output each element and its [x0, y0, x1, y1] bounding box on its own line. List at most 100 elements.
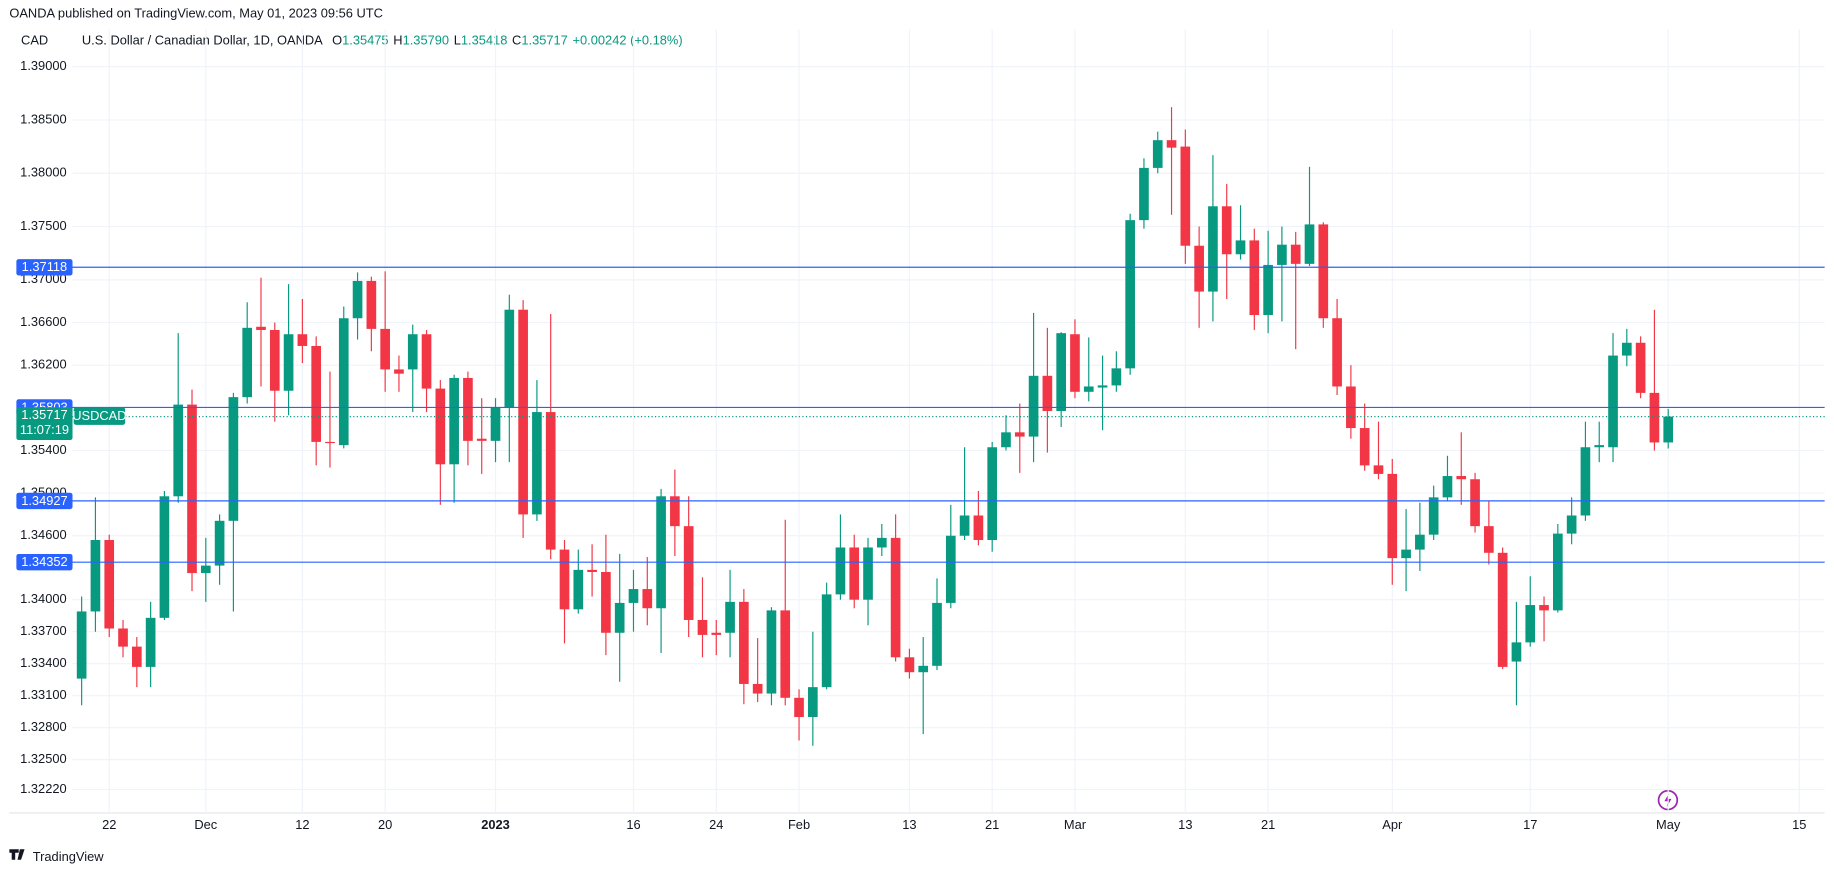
candle-body [1221, 206, 1232, 255]
x-tick-label: 20 [378, 817, 392, 832]
candle-body [559, 549, 570, 610]
candle-body [545, 412, 556, 550]
candle-body [256, 326, 266, 330]
candle-body [1387, 473, 1398, 559]
candle-body [725, 601, 735, 633]
logo: TradingView [9, 849, 104, 864]
candle-body [959, 515, 970, 536]
candle-body [973, 515, 984, 541]
candle-body [1539, 605, 1549, 611]
x-tick-label: 22 [102, 817, 116, 832]
x-tick-label: 24 [709, 817, 723, 832]
candle-body [380, 328, 390, 370]
y-tick-label: 1.39000 [20, 58, 66, 73]
candle-body [214, 520, 225, 566]
candle-body [1484, 526, 1494, 553]
candle-body [1028, 375, 1039, 437]
candle-body [1525, 605, 1536, 643]
candle-body [683, 526, 694, 620]
candle-body [449, 377, 459, 465]
published-note: OANDA published on TradingView.com, May … [9, 5, 383, 20]
candle-body [366, 280, 377, 329]
candle-body [1208, 206, 1218, 292]
candle-body [573, 569, 584, 610]
candle-body [1663, 416, 1674, 443]
candle-body [1456, 476, 1467, 480]
candle-body [780, 610, 791, 698]
candle-body [945, 535, 956, 603]
candle-body [1373, 465, 1384, 474]
candle-body [752, 683, 763, 694]
candle-body [835, 547, 846, 595]
candle-body [463, 377, 473, 441]
candle-body [1056, 333, 1066, 411]
currency-label: CAD [21, 32, 48, 47]
legend-key: C [512, 32, 521, 47]
candle-body [118, 628, 128, 647]
candle-body [1415, 534, 1425, 550]
candle-body [338, 318, 349, 446]
x-tick-label: Dec [194, 817, 217, 832]
candle-body [297, 334, 308, 346]
candle-body [200, 565, 211, 574]
candle-body [352, 280, 363, 319]
candle-body [614, 602, 625, 633]
candle-body [476, 438, 487, 441]
y-tick-label: 1.36600 [20, 314, 66, 329]
y-tick-label: 1.32220 [20, 781, 66, 796]
x-tick-label: 12 [295, 817, 309, 832]
candle-body [104, 540, 115, 629]
x-tick-label: 16 [626, 817, 640, 832]
legend-key: O [332, 32, 342, 47]
candle-body [76, 611, 87, 679]
candle-body [1621, 342, 1632, 356]
candle-body [932, 602, 942, 666]
candle-body [1235, 240, 1246, 255]
candle-body [1332, 318, 1342, 387]
candle-body [601, 571, 611, 633]
x-tick-label: 21 [1261, 817, 1275, 832]
y-tick-label: 1.33400 [20, 655, 66, 670]
candle-body [131, 646, 142, 667]
candle-body [918, 665, 929, 673]
symbol-badge [73, 407, 126, 425]
candle-body [904, 657, 915, 673]
candle-body [1442, 476, 1453, 498]
x-tick-label: 15 [1792, 817, 1806, 832]
y-tick-label: 1.32800 [20, 719, 66, 734]
candle-body [532, 412, 542, 515]
legend-value: 1.35717 [521, 32, 567, 47]
candle-body [311, 345, 322, 442]
symbol-legend: U.S. Dollar / Canadian Dollar, 1D, OANDA… [82, 32, 683, 47]
footer-brand: TradingView [33, 849, 104, 864]
candle-body [1290, 244, 1301, 264]
candle-body [821, 594, 832, 688]
legend-key: H [393, 32, 402, 47]
symbol-title: U.S. Dollar / Canadian Dollar, 1D, OANDA [82, 32, 323, 47]
level-badge [16, 492, 73, 510]
level-label: 1.34352 [21, 554, 67, 569]
candle-body [1608, 355, 1618, 448]
candle-body [1097, 385, 1108, 388]
candle-body [1511, 642, 1522, 662]
candle-body [145, 617, 156, 667]
candle-body [711, 632, 722, 635]
candle-body [1649, 392, 1660, 443]
legend-value: 1.35475 [342, 32, 388, 47]
countdown: 11:07:19 [20, 422, 69, 437]
candle-body [1042, 375, 1053, 411]
y-tick-label: 1.38000 [20, 165, 66, 180]
candle-body [670, 496, 680, 527]
candle-body [242, 327, 253, 398]
candle-body [325, 441, 335, 444]
candle-body [1304, 224, 1315, 264]
candle-body [1014, 432, 1025, 437]
y-tick-label: 1.36200 [20, 357, 66, 372]
candle-body [1318, 224, 1329, 319]
candle-body [1083, 386, 1094, 392]
candle-body [863, 547, 873, 600]
x-tick-label: 13 [902, 817, 916, 832]
candle-body [656, 496, 666, 609]
candle-body [90, 540, 101, 612]
